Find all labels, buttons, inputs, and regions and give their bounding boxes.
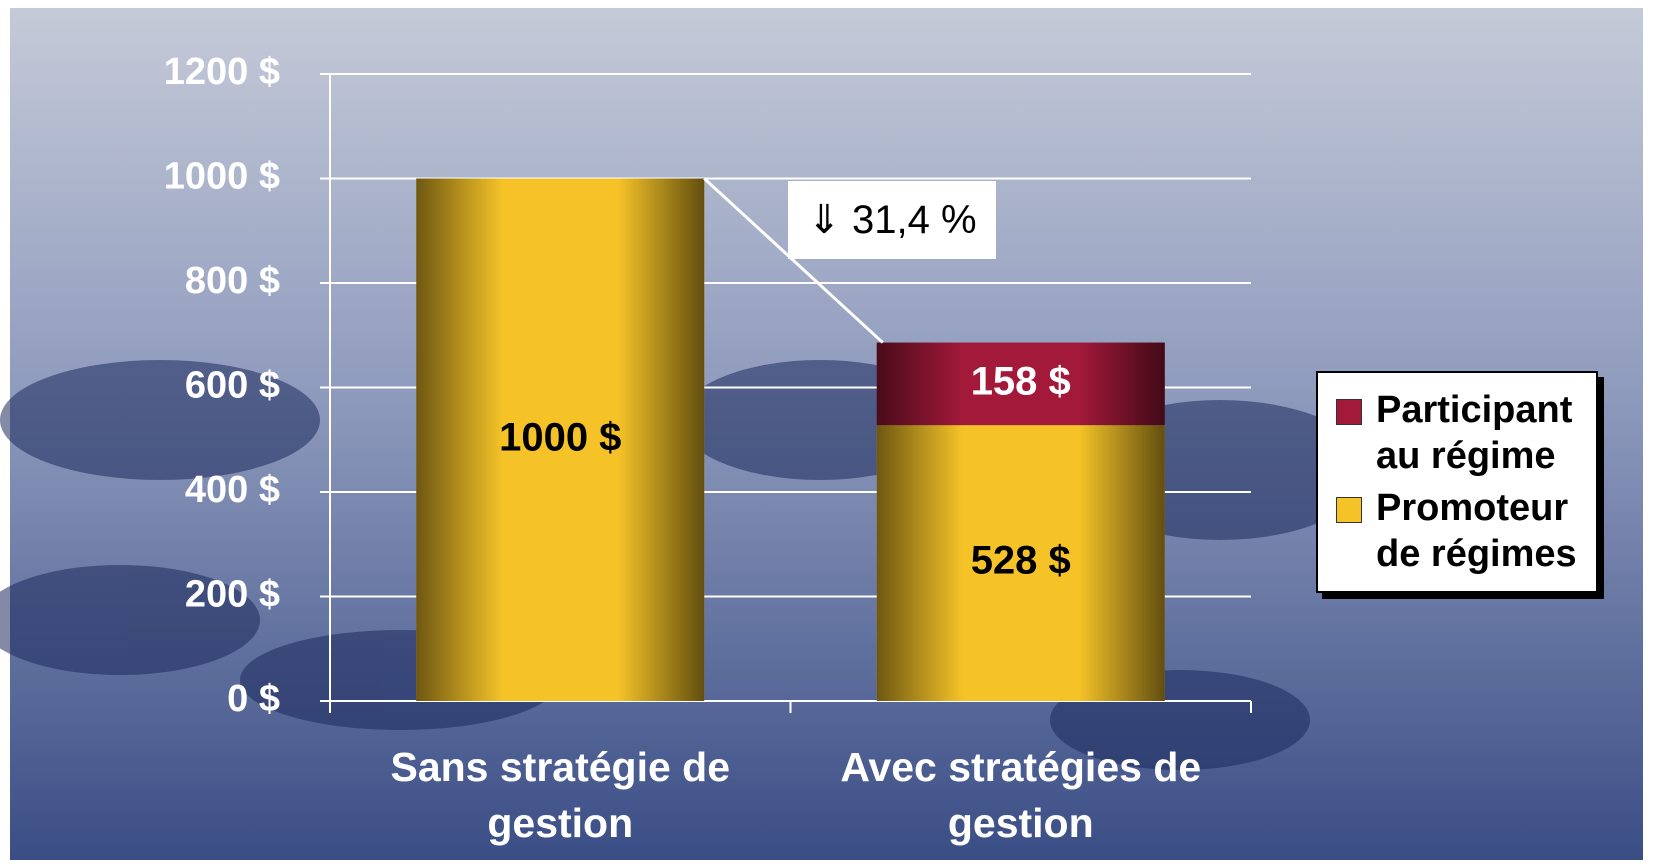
legend-item: Promoteur de régimes [1336, 485, 1586, 577]
y-tick-label: 0 $ [227, 678, 280, 720]
bar-shade [876, 425, 1165, 701]
data-label: 1000 $ [499, 415, 621, 459]
y-tick-label: 400 $ [185, 469, 280, 511]
y-tick-label: 800 $ [185, 260, 280, 302]
annotation: ⇓ 31,4 % [788, 181, 996, 259]
data-label: 528 $ [971, 539, 1071, 583]
legend-swatch [1336, 399, 1362, 425]
y-tick-label: 200 $ [185, 574, 280, 616]
legend-swatch [1336, 497, 1362, 523]
y-tick-label: 1000 $ [164, 156, 280, 198]
legend-label: Promoteur de régimes [1376, 487, 1577, 575]
legend-label: Participant au régime [1376, 389, 1573, 477]
y-tick-label: 600 $ [185, 365, 280, 407]
x-tick-label: Avec stratégies de gestion [840, 744, 1202, 846]
legend-item: Participant au régime [1336, 387, 1586, 479]
x-tick-label: Sans stratégie de gestion [390, 744, 731, 846]
bar-shade [416, 178, 705, 701]
y-tick-label: 1200 $ [164, 51, 280, 93]
data-label: 158 $ [971, 359, 1071, 403]
change-line [703, 177, 884, 344]
legend: Participant au régime Promoteur de régime… [1316, 371, 1598, 593]
bar-shade [876, 342, 1165, 426]
